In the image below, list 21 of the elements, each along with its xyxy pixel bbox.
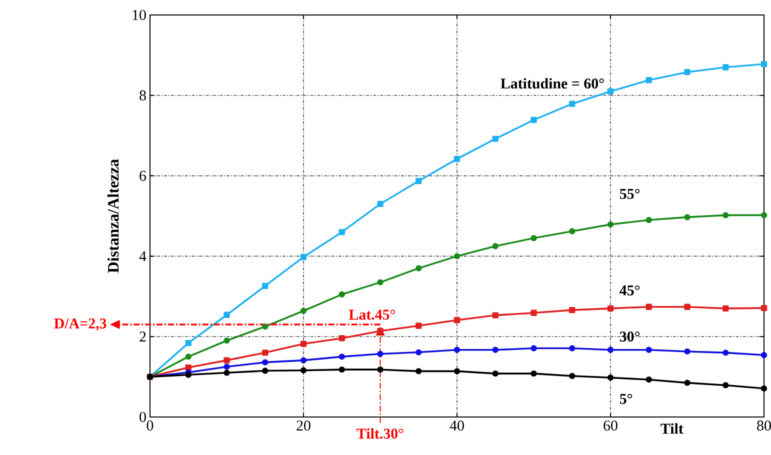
- x-tick-label: 40: [450, 420, 464, 431]
- x-tick-label: 80: [757, 420, 771, 431]
- y-tick-label: 0: [140, 412, 146, 422]
- y-tick-label: 4: [139, 251, 146, 262]
- ref-line-label: D/A=2,3: [54, 318, 106, 331]
- series-label: 30°: [620, 332, 640, 342]
- y-tick-label: 2: [140, 332, 146, 342]
- annotation: Lat.45°: [348, 310, 396, 320]
- x-tick-label: 60: [604, 420, 618, 431]
- y-axis-title: Distanza/Altezza: [107, 159, 119, 273]
- series-label: 5°: [620, 394, 632, 404]
- x-tick-label: 20: [296, 420, 310, 431]
- series-label: Latitudine = 60°: [500, 78, 604, 89]
- series-label: 45°: [620, 285, 640, 296]
- y-tick-label: 6: [140, 170, 146, 181]
- x-axis-title: Tilt: [660, 423, 684, 434]
- y-tick-label: 8: [140, 90, 146, 100]
- x-tick-label: 0: [146, 420, 154, 431]
- y-tick-label: 10: [132, 10, 146, 20]
- series-label: 55°: [620, 188, 640, 199]
- ref-line-label: Tilt.30°: [356, 428, 404, 439]
